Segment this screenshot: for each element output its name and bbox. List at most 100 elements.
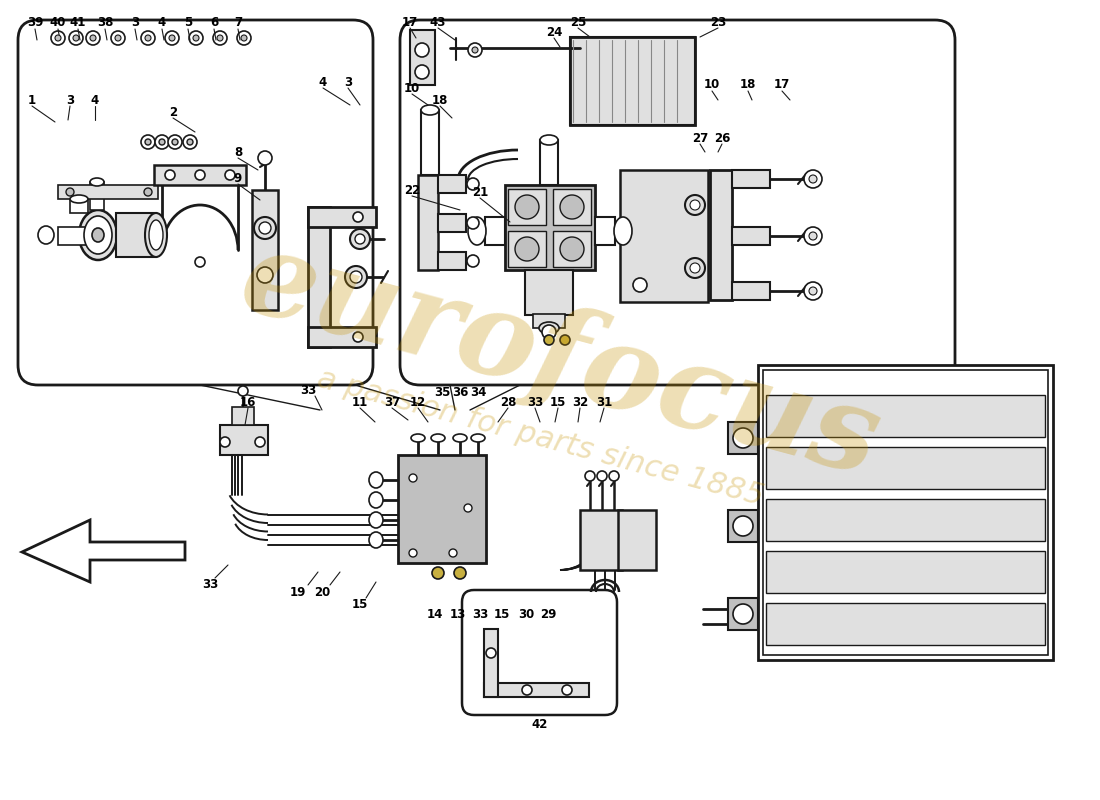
Bar	[438, 214, 466, 232]
Bar	[525, 270, 573, 315]
Bar	[58, 185, 158, 199]
Bar	[553, 189, 591, 225]
Text: eurofocus: eurofocus	[229, 220, 891, 500]
Text: 13: 13	[450, 609, 466, 622]
Circle shape	[241, 35, 248, 41]
Bar	[766, 499, 1045, 541]
Bar	[438, 252, 466, 270]
Bar	[728, 598, 758, 630]
Ellipse shape	[355, 234, 365, 244]
Circle shape	[353, 212, 363, 222]
Text: 23: 23	[710, 15, 726, 29]
Bar	[710, 170, 732, 300]
Ellipse shape	[421, 105, 439, 115]
Circle shape	[415, 43, 429, 57]
Circle shape	[415, 65, 429, 79]
Bar	[553, 231, 591, 267]
Ellipse shape	[368, 472, 383, 488]
Circle shape	[145, 139, 151, 145]
Text: 18: 18	[432, 94, 448, 106]
Bar	[508, 189, 546, 225]
Text: 36: 36	[452, 386, 469, 398]
Circle shape	[544, 335, 554, 345]
Circle shape	[468, 43, 482, 57]
Ellipse shape	[70, 195, 88, 203]
Text: 19: 19	[289, 586, 306, 598]
Text: 3: 3	[131, 15, 139, 29]
Circle shape	[73, 35, 79, 41]
Ellipse shape	[685, 195, 705, 215]
Text: 21: 21	[472, 186, 488, 198]
Text: 28: 28	[499, 395, 516, 409]
Circle shape	[597, 471, 607, 481]
Text: 15: 15	[550, 395, 566, 409]
Ellipse shape	[453, 434, 468, 442]
Bar	[570, 37, 695, 125]
Ellipse shape	[690, 263, 700, 273]
Circle shape	[472, 47, 478, 53]
Text: 6: 6	[210, 15, 218, 29]
Circle shape	[195, 257, 205, 267]
Ellipse shape	[471, 434, 485, 442]
Text: 10: 10	[704, 78, 720, 91]
Bar	[90, 182, 104, 210]
Bar	[70, 199, 88, 213]
Circle shape	[522, 685, 532, 695]
Bar	[505, 185, 595, 270]
Bar	[570, 37, 695, 125]
Bar	[534, 314, 565, 328]
Circle shape	[468, 255, 478, 267]
Circle shape	[51, 31, 65, 45]
Circle shape	[226, 170, 235, 180]
Text: 41: 41	[69, 15, 86, 29]
Circle shape	[172, 139, 178, 145]
Circle shape	[195, 170, 205, 180]
Circle shape	[116, 35, 121, 41]
Circle shape	[183, 135, 197, 149]
FancyBboxPatch shape	[400, 20, 955, 385]
Text: 32: 32	[572, 395, 588, 409]
Ellipse shape	[350, 229, 370, 249]
Bar	[732, 170, 770, 188]
Circle shape	[257, 267, 273, 283]
Text: 34: 34	[470, 386, 486, 398]
Circle shape	[804, 227, 822, 245]
Circle shape	[515, 195, 539, 219]
Bar	[766, 551, 1045, 593]
Text: 39: 39	[26, 15, 43, 29]
Text: 26: 26	[714, 131, 730, 145]
Circle shape	[733, 604, 754, 624]
Circle shape	[187, 139, 192, 145]
Text: 4: 4	[319, 75, 327, 89]
Text: 20: 20	[314, 586, 330, 598]
Bar	[595, 217, 615, 245]
Text: 25: 25	[570, 15, 586, 29]
Bar	[728, 422, 758, 454]
Circle shape	[189, 31, 204, 45]
Text: 38: 38	[97, 15, 113, 29]
Text: 4: 4	[91, 94, 99, 106]
Bar	[508, 231, 546, 267]
Text: 3: 3	[66, 94, 74, 106]
Text: 22: 22	[404, 183, 420, 197]
Circle shape	[86, 31, 100, 45]
Text: 24: 24	[546, 26, 562, 38]
Circle shape	[409, 474, 417, 482]
Text: 40: 40	[50, 15, 66, 29]
Circle shape	[609, 471, 619, 481]
Bar	[618, 510, 656, 570]
Text: 15: 15	[494, 609, 510, 622]
Text: 15: 15	[352, 598, 368, 611]
Bar	[398, 455, 486, 563]
Circle shape	[449, 549, 456, 557]
Bar	[766, 447, 1045, 489]
Circle shape	[454, 567, 466, 579]
Bar	[308, 207, 330, 347]
Text: 18: 18	[740, 78, 756, 91]
Text: 10: 10	[404, 82, 420, 94]
Text: 31: 31	[596, 395, 612, 409]
Circle shape	[468, 178, 478, 190]
Text: 42: 42	[531, 718, 548, 731]
Text: 37: 37	[384, 395, 400, 409]
Ellipse shape	[431, 434, 446, 442]
